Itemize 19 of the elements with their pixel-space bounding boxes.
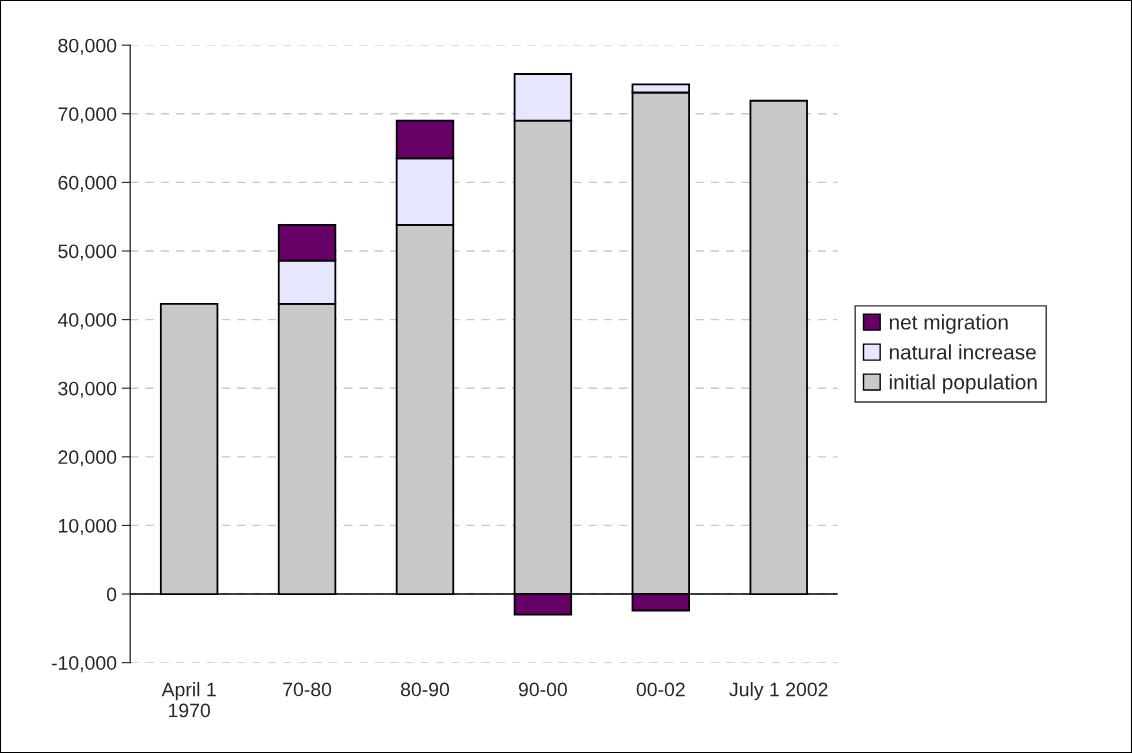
y-tick-label: 40,000 bbox=[57, 313, 117, 330]
legend-label: net migration bbox=[889, 314, 1008, 334]
y-tick-label: 50,000 bbox=[58, 244, 117, 261]
x-tick-label: July 1 2002 bbox=[729, 682, 828, 701]
y-tick-label: 80,000 bbox=[58, 38, 117, 55]
y-tick-label: 10,000 bbox=[59, 518, 117, 535]
legend-label: initial population bbox=[889, 374, 1037, 394]
x-tick-label: 00-02 bbox=[636, 682, 685, 697]
y-tick-label: 0 bbox=[106, 587, 117, 602]
y-tick-label: 30,000 bbox=[58, 381, 117, 398]
y-tick-label: -10,000 bbox=[51, 656, 117, 673]
y-tick-label: 20,000 bbox=[58, 450, 117, 467]
x-tick-label: April 1 1970 bbox=[161, 682, 216, 718]
legend-label: natural increase bbox=[889, 344, 1036, 360]
x-tick-label: 70-80 bbox=[283, 682, 332, 697]
x-tick-label: 80-90 bbox=[400, 682, 450, 697]
x-tick-label: 90-00 bbox=[518, 682, 567, 697]
y-tick-label: 60,000 bbox=[58, 175, 117, 192]
y-tick-label: 70,000 bbox=[58, 107, 117, 124]
